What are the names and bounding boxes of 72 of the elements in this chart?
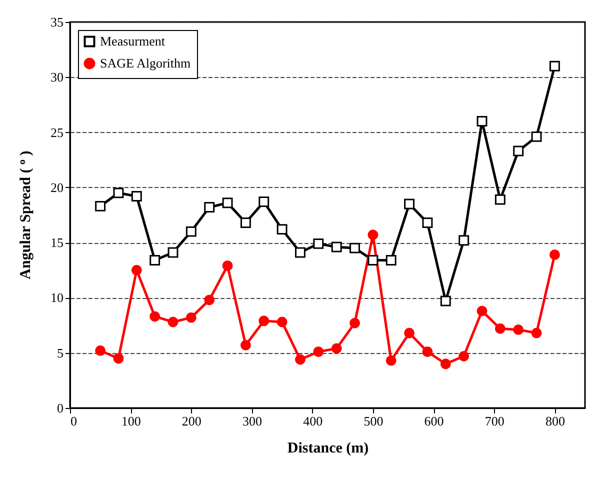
x-axis-title: Distance (m): [287, 440, 369, 456]
y-tick-label: 25: [50, 124, 64, 140]
point: [113, 353, 124, 364]
point: [276, 316, 288, 328]
point: [313, 238, 324, 249]
point: [513, 324, 524, 335]
point: [186, 312, 196, 323]
x-tick-label: 500: [364, 414, 384, 428]
point: [150, 254, 160, 266]
x-tick-label: 100: [121, 414, 141, 428]
legend-label: SAGE Algorithm: [100, 56, 191, 70]
point: [150, 311, 160, 322]
point: [186, 226, 196, 237]
point: [258, 316, 270, 326]
y-tick-label: 10: [50, 290, 64, 306]
point: [458, 235, 470, 246]
point: [168, 247, 178, 258]
point: [222, 198, 233, 208]
point: [113, 188, 124, 198]
point: [386, 355, 396, 366]
point: [258, 196, 270, 207]
x-tick-label: 200: [182, 414, 202, 428]
y-tick-label: 35: [50, 14, 64, 30]
point: [295, 247, 306, 258]
point: [458, 350, 470, 362]
point: [531, 328, 542, 338]
point: [386, 254, 396, 266]
point: [549, 60, 560, 72]
point: [404, 198, 415, 210]
x-tick-label: 800: [545, 414, 565, 428]
point: [331, 343, 342, 354]
y-tick-label: 20: [50, 180, 64, 195]
x-tick-label: 300: [242, 414, 262, 428]
x-tick-label: 0: [70, 414, 77, 428]
point: [95, 200, 106, 212]
point: [531, 131, 542, 142]
point: [131, 191, 142, 202]
point: [350, 242, 360, 254]
x-tick-label: 400: [303, 414, 323, 428]
point: [404, 328, 415, 338]
point: [476, 306, 488, 316]
point: [204, 294, 215, 306]
point: [422, 346, 433, 357]
point: [240, 218, 251, 228]
point: [295, 354, 306, 365]
point: [350, 318, 360, 328]
point: [368, 254, 378, 266]
y-tick-label: 0: [57, 400, 64, 416]
point: [331, 242, 342, 252]
point: [131, 264, 142, 276]
y-tick-label: 15: [50, 235, 64, 250]
y-tick-label: 30: [50, 70, 64, 85]
point: [494, 323, 506, 334]
x-tick-label: 700: [484, 414, 504, 428]
point: [494, 194, 506, 205]
point: [440, 296, 451, 306]
point: [276, 224, 288, 235]
point: [476, 116, 488, 126]
point: [513, 146, 524, 156]
x-tick-label: 600: [424, 414, 444, 428]
y-tick-label: 5: [57, 345, 64, 360]
point: [168, 316, 178, 328]
point: [368, 230, 378, 240]
point: [222, 260, 233, 271]
point: [95, 345, 106, 356]
point: [204, 202, 215, 212]
point: [440, 358, 451, 370]
point: [240, 340, 251, 350]
point: [549, 249, 560, 260]
legend-label: Measurment: [100, 34, 166, 48]
point: [313, 346, 324, 357]
point: [422, 218, 433, 228]
